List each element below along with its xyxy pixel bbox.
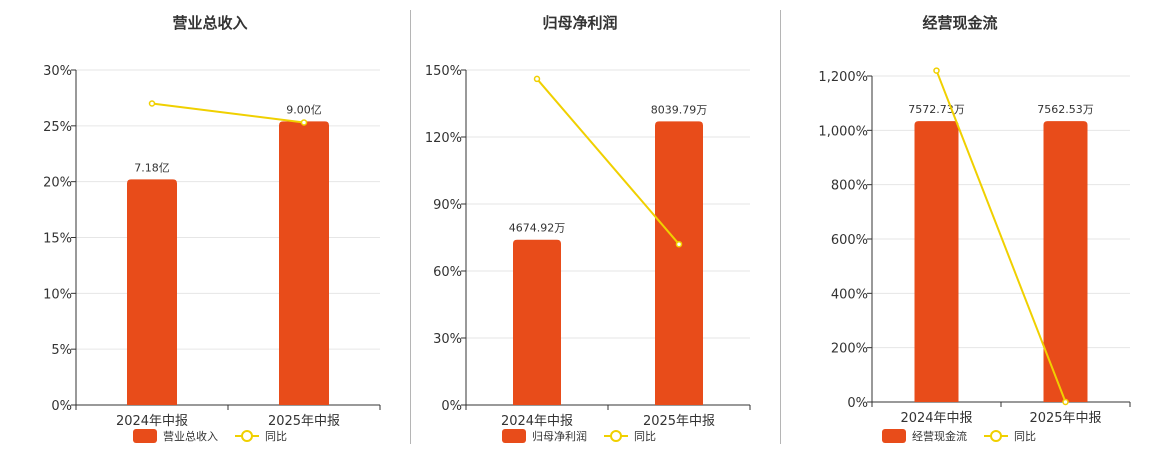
legend-line-label: 同比 (265, 430, 287, 443)
yoy-point (148, 100, 156, 107)
yoy-point (933, 67, 940, 74)
bar-data-label: 4674.92万 (509, 222, 566, 235)
y-tick-label: 800% (831, 179, 868, 194)
y-tick-label: 90% (433, 198, 462, 213)
y-tick-label: 600% (831, 233, 868, 248)
yoy-line (935, 70, 1067, 403)
y-tick-label: 20% (43, 176, 72, 191)
y-tick-label: 10% (43, 287, 72, 302)
net-profit-chart: 归母净利润 0% 30% 60% 90% 120% 150% 2024年中报 2025年中报 46… (425, 14, 751, 443)
legend-bar-label: 经营现金流 (912, 429, 967, 443)
x-tick-label: 2024年中报 (900, 411, 972, 426)
x-tick-label: 2025年中报 (268, 414, 340, 429)
yoy-line (536, 78, 680, 245)
legend-line-marker (990, 430, 1002, 442)
y-tick-label: 30% (43, 64, 72, 79)
y-tick-label: 0% (847, 396, 868, 411)
y-tick-label: 120% (425, 131, 462, 146)
x-tick-label: 2025年中报 (643, 414, 715, 429)
chart-divider (780, 10, 781, 444)
y-tick-label: 25% (43, 120, 72, 135)
bar-data-label: 8039.79万 (651, 103, 708, 116)
bar-data-label: 9.00亿 (286, 103, 322, 116)
x-tick-label: 2025年中报 (1029, 411, 1101, 426)
y-tick-label: 15% (43, 232, 72, 247)
x-tick-label: 2024年中报 (501, 414, 573, 429)
yoy-point (533, 75, 541, 83)
yoy-point (300, 119, 308, 126)
y-tick-label: 1,000% (818, 124, 868, 139)
y-tick-label: 30% (433, 332, 462, 347)
bar (513, 239, 561, 405)
bar-data-label: 7562.53万 (1037, 103, 1094, 116)
legend-bar-label: 营业总收入 (163, 429, 218, 443)
legend-bar-swatch (882, 429, 906, 443)
y-tick-label: 60% (433, 265, 462, 280)
y-tick-label: 1,200% (818, 70, 868, 85)
bar (1043, 121, 1088, 402)
legend-line-marker (241, 430, 253, 442)
legend-bar-swatch (133, 429, 157, 443)
revenue-chart: 营业总收入 0% 5% 10% 15% 20% 25% 30% 2024年中报 2025年中报 7.… (43, 14, 381, 443)
y-tick-label: 0% (51, 399, 72, 414)
cash-flow-chart: 经营现金流 0% 200% 400% 600% 800% 1,000% 1,200% 2024年… (818, 14, 1131, 443)
yoy-line (151, 102, 305, 124)
chart-title: 归母净利润 (542, 14, 617, 32)
x-tick-label: 2024年中报 (116, 414, 188, 429)
bar-data-label: 7572.73万 (908, 103, 965, 116)
bar (127, 179, 177, 405)
y-tick-label: 0% (441, 399, 462, 414)
y-tick-label: 400% (831, 287, 868, 302)
legend-line-label: 同比 (1014, 430, 1036, 443)
yoy-point (1062, 398, 1069, 406)
bar-data-label: 7.18亿 (134, 161, 170, 174)
yoy-point (675, 240, 683, 248)
y-tick-label: 5% (51, 343, 72, 358)
y-tick-label: 200% (831, 342, 868, 357)
bar (655, 121, 703, 405)
bar (279, 121, 329, 405)
legend-bar-label: 归母净利润 (532, 429, 587, 443)
chart-title: 营业总收入 (172, 14, 247, 32)
chart-divider (410, 10, 411, 444)
y-tick-label: 150% (425, 64, 462, 79)
chart-title: 经营现金流 (922, 14, 997, 32)
bar (914, 121, 959, 402)
legend-bar-swatch (502, 429, 526, 443)
legend-line-label: 同比 (634, 430, 656, 443)
legend-line-marker (610, 430, 622, 442)
